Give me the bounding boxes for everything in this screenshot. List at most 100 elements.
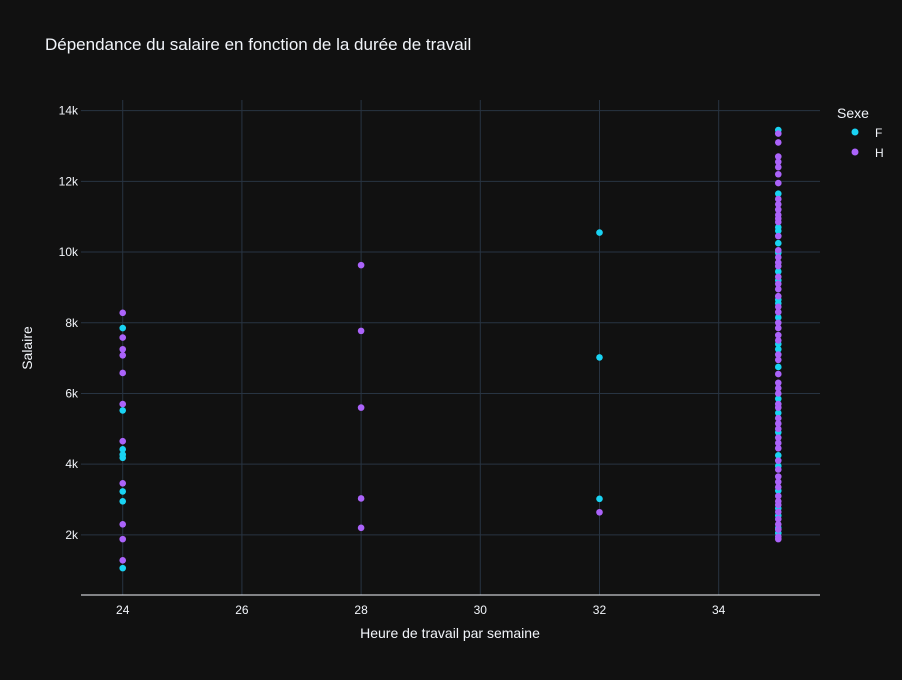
data-point-f[interactable] — [119, 446, 127, 453]
data-point-h[interactable] — [119, 351, 127, 359]
data-point-h[interactable] — [774, 206, 782, 213]
data-point-f[interactable] — [774, 395, 782, 403]
data-point-h[interactable] — [119, 535, 127, 543]
data-point-h[interactable] — [774, 195, 782, 203]
data-point-h[interactable] — [774, 473, 782, 480]
data-point-h[interactable] — [774, 492, 782, 500]
data-point-f[interactable] — [119, 324, 127, 332]
data-point-h[interactable] — [774, 273, 782, 281]
data-point-h[interactable] — [774, 262, 782, 270]
data-point-h[interactable] — [774, 246, 782, 254]
data-point-h[interactable] — [774, 390, 782, 397]
data-point-f[interactable] — [774, 190, 782, 197]
y-tick-label: 6k — [65, 386, 79, 400]
data-point-h[interactable] — [774, 254, 782, 261]
data-point-f[interactable] — [596, 354, 603, 361]
data-point-f[interactable] — [774, 227, 782, 235]
data-point-f[interactable] — [774, 363, 782, 371]
data-point-h[interactable] — [774, 535, 782, 543]
data-point-h[interactable] — [774, 303, 782, 311]
data-point-h[interactable] — [119, 345, 127, 353]
data-point-h[interactable] — [774, 319, 782, 327]
data-point-h[interactable] — [774, 201, 782, 208]
data-point-h[interactable] — [119, 520, 127, 528]
legend[interactable]: Sexe F H — [837, 105, 884, 160]
data-point-h[interactable] — [774, 280, 782, 288]
data-point-f[interactable] — [774, 239, 782, 247]
x-tick-label: 24 — [116, 603, 130, 617]
data-point-h[interactable] — [774, 163, 782, 171]
data-point-h[interactable] — [774, 158, 782, 166]
legend-item-h[interactable]: H — [851, 146, 884, 160]
legend-item-f[interactable]: F — [851, 126, 883, 140]
data-point-h[interactable] — [119, 369, 127, 377]
data-point-h[interactable] — [774, 434, 782, 441]
x-tick-label: 34 — [712, 603, 726, 617]
data-point-h[interactable] — [774, 501, 782, 509]
data-point-h[interactable] — [774, 218, 782, 226]
data-point-h[interactable] — [774, 351, 782, 358]
data-point-f[interactable] — [774, 452, 782, 459]
data-point-h[interactable] — [774, 379, 782, 387]
data-point-h[interactable] — [774, 425, 782, 433]
data-point-h[interactable] — [774, 420, 782, 427]
data-point-h[interactable] — [119, 400, 127, 408]
data-point-h[interactable] — [774, 337, 782, 344]
data-point-h[interactable] — [357, 524, 365, 532]
legend-marker-h — [851, 148, 859, 156]
grid-layer — [81, 100, 820, 595]
data-point-h[interactable] — [774, 170, 782, 178]
data-point-f[interactable] — [774, 345, 782, 353]
data-point-h[interactable] — [774, 232, 782, 240]
data-point-h[interactable] — [774, 356, 782, 364]
data-point-h[interactable] — [774, 483, 782, 491]
data-point-h[interactable] — [774, 331, 782, 339]
data-point-h[interactable] — [774, 466, 782, 473]
data-point-h[interactable] — [774, 414, 782, 422]
data-point-h[interactable] — [357, 495, 365, 502]
y-tick-label: 10k — [59, 245, 79, 259]
data-point-h[interactable] — [774, 285, 782, 293]
data-point-h[interactable] — [596, 508, 603, 516]
data-point-h[interactable] — [119, 479, 127, 487]
data-point-f[interactable] — [774, 268, 782, 275]
data-point-f[interactable] — [119, 488, 127, 495]
data-point-h[interactable] — [774, 444, 782, 452]
data-point-h[interactable] — [119, 334, 127, 341]
data-point-h[interactable] — [774, 520, 782, 528]
data-point-h[interactable] — [774, 308, 782, 316]
data-point-h[interactable] — [357, 261, 365, 269]
data-point-h[interactable] — [774, 384, 782, 392]
data-point-f[interactable] — [119, 498, 127, 505]
data-point-f[interactable] — [119, 564, 127, 572]
data-point-f[interactable] — [119, 454, 127, 462]
data-point-f[interactable] — [596, 495, 603, 503]
data-point-h[interactable] — [774, 153, 782, 160]
data-point-h[interactable] — [774, 324, 782, 332]
data-point-h[interactable] — [774, 439, 782, 447]
data-point-h[interactable] — [774, 179, 782, 187]
data-point-f[interactable] — [774, 409, 782, 417]
data-point-h[interactable] — [774, 526, 782, 533]
data-point-f[interactable] — [119, 407, 127, 414]
data-point-h[interactable] — [774, 139, 782, 146]
data-point-h[interactable] — [119, 557, 127, 564]
data-point-h[interactable] — [774, 457, 782, 464]
data-point-h[interactable] — [774, 478, 782, 486]
data-point-h[interactable] — [774, 130, 782, 137]
x-tick-label: 28 — [354, 603, 368, 617]
legend-marker-f — [851, 128, 859, 136]
data-point-f[interactable] — [596, 229, 603, 236]
data-point-h[interactable] — [774, 370, 782, 378]
data-point-f[interactable] — [774, 314, 782, 321]
data-point-h[interactable] — [774, 515, 782, 523]
data-point-h[interactable] — [119, 309, 127, 317]
y-tick-label: 8k — [65, 316, 79, 330]
data-point-h[interactable] — [357, 404, 365, 411]
data-point-h[interactable] — [774, 404, 782, 411]
data-point-h[interactable] — [357, 327, 365, 335]
data-point-h[interactable] — [119, 437, 127, 445]
data-point-h[interactable] — [774, 508, 782, 516]
data-point-h[interactable] — [774, 292, 782, 300]
